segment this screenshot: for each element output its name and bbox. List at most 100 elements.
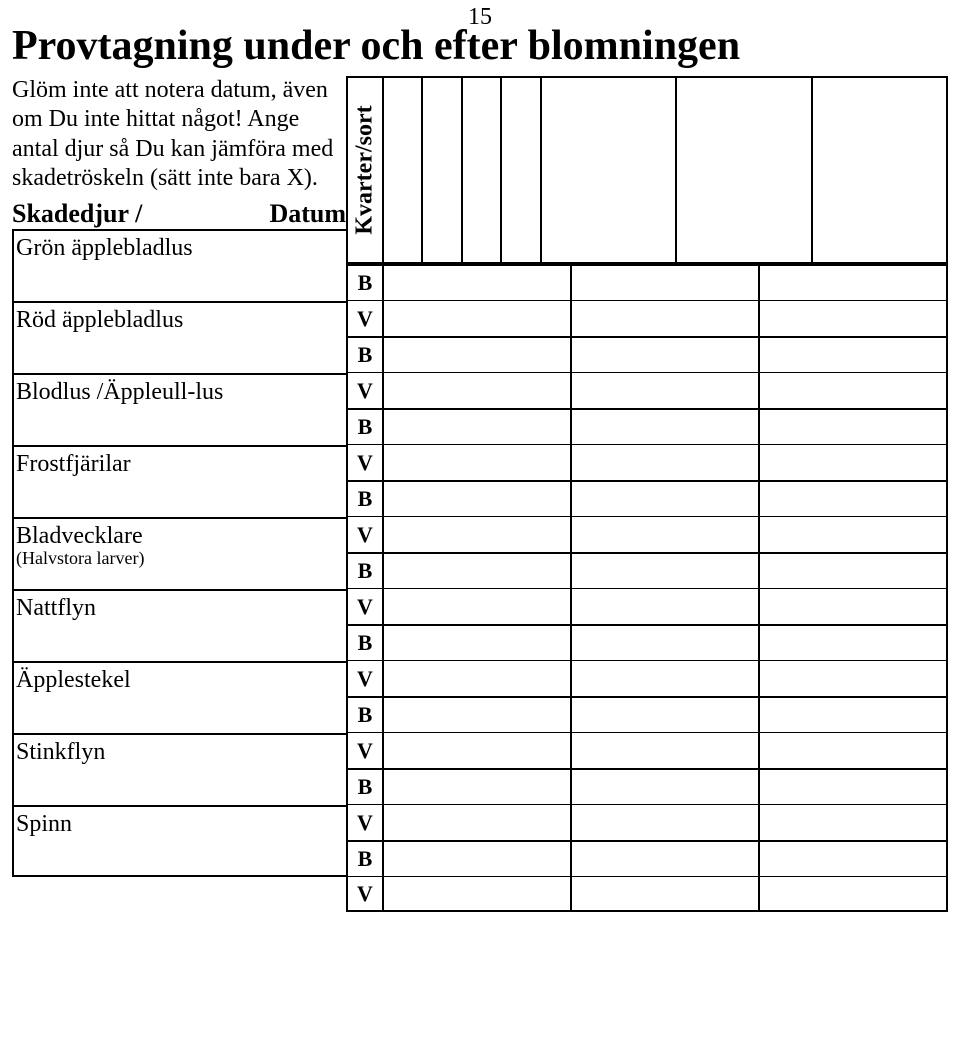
pest-block: Stinkflyn bbox=[12, 733, 346, 805]
data-cell[interactable] bbox=[572, 588, 760, 624]
data-cell[interactable] bbox=[760, 768, 948, 804]
data-cell[interactable] bbox=[572, 660, 760, 696]
data-cell[interactable] bbox=[572, 624, 760, 660]
bv-label-b: B bbox=[348, 840, 384, 876]
pest-name: Nattflyn bbox=[14, 591, 346, 661]
data-cell[interactable] bbox=[384, 660, 572, 696]
pest-block: Bladvecklare(Halvstora larver) bbox=[12, 517, 346, 589]
data-cell[interactable] bbox=[760, 840, 948, 876]
data-cell[interactable] bbox=[760, 804, 948, 840]
data-cell[interactable] bbox=[760, 408, 948, 444]
data-cell[interactable] bbox=[384, 372, 572, 408]
data-cell[interactable] bbox=[572, 876, 760, 912]
pest-block: Grön äpplebladlus bbox=[12, 229, 346, 301]
data-cell[interactable] bbox=[760, 516, 948, 552]
data-cell[interactable] bbox=[572, 444, 760, 480]
data-cell[interactable] bbox=[760, 372, 948, 408]
header-col-narrow bbox=[423, 78, 462, 262]
bv-label-b: B bbox=[348, 696, 384, 732]
data-cell[interactable] bbox=[384, 588, 572, 624]
bv-label-b: B bbox=[348, 336, 384, 372]
bv-label-v: V bbox=[348, 444, 384, 480]
data-row: B bbox=[346, 552, 948, 588]
data-cell[interactable] bbox=[572, 552, 760, 588]
header-col-wide bbox=[542, 78, 678, 262]
data-cell[interactable] bbox=[760, 300, 948, 336]
data-cell[interactable] bbox=[384, 840, 572, 876]
data-cells bbox=[384, 876, 948, 912]
data-cell[interactable] bbox=[760, 444, 948, 480]
data-row: V bbox=[346, 372, 948, 408]
data-cell[interactable] bbox=[760, 480, 948, 516]
data-cell[interactable] bbox=[384, 480, 572, 516]
data-cell[interactable] bbox=[384, 516, 572, 552]
data-cell[interactable] bbox=[384, 768, 572, 804]
data-cells bbox=[384, 588, 948, 624]
data-cell[interactable] bbox=[384, 444, 572, 480]
header-grid: Kvarter/sort bbox=[346, 76, 948, 264]
data-row: B bbox=[346, 480, 948, 516]
pest-subname: (Halvstora larver) bbox=[16, 549, 344, 567]
bv-label-v: V bbox=[348, 300, 384, 336]
data-row: V bbox=[346, 300, 948, 336]
data-cell[interactable] bbox=[760, 336, 948, 372]
data-row: B bbox=[346, 408, 948, 444]
data-row: V bbox=[346, 444, 948, 480]
data-cell[interactable] bbox=[384, 300, 572, 336]
data-cell[interactable] bbox=[384, 408, 572, 444]
data-row: V bbox=[346, 732, 948, 768]
data-cell[interactable] bbox=[384, 804, 572, 840]
data-cell[interactable] bbox=[760, 624, 948, 660]
data-cell[interactable] bbox=[572, 516, 760, 552]
bv-label-b: B bbox=[348, 264, 384, 300]
data-cell[interactable] bbox=[572, 372, 760, 408]
header-col-narrow bbox=[502, 78, 541, 262]
data-row: B bbox=[346, 840, 948, 876]
data-cell[interactable] bbox=[384, 552, 572, 588]
data-cell[interactable] bbox=[572, 696, 760, 732]
data-cell[interactable] bbox=[760, 552, 948, 588]
data-cell[interactable] bbox=[760, 732, 948, 768]
row-header-left: Skadedjur / bbox=[12, 199, 142, 229]
data-cell[interactable] bbox=[384, 696, 572, 732]
data-cell[interactable] bbox=[572, 732, 760, 768]
data-cells bbox=[384, 480, 948, 516]
data-cells bbox=[384, 840, 948, 876]
data-cell[interactable] bbox=[760, 264, 948, 300]
data-grid: BVBVBVBVBVBVBVBVBV bbox=[346, 264, 948, 912]
data-cell[interactable] bbox=[760, 876, 948, 912]
header-col-narrow bbox=[463, 78, 502, 262]
data-cells bbox=[384, 660, 948, 696]
bv-label-v: V bbox=[348, 660, 384, 696]
data-row: V bbox=[346, 516, 948, 552]
pest-name: Spinn bbox=[14, 807, 346, 875]
data-cells bbox=[384, 408, 948, 444]
data-cell[interactable] bbox=[572, 408, 760, 444]
data-cell[interactable] bbox=[384, 624, 572, 660]
data-cell[interactable] bbox=[572, 336, 760, 372]
pest-name: Frostfjärilar bbox=[14, 447, 346, 517]
bv-label-b: B bbox=[348, 768, 384, 804]
data-cell[interactable] bbox=[760, 588, 948, 624]
bv-label-v: V bbox=[348, 732, 384, 768]
data-cell[interactable] bbox=[572, 300, 760, 336]
data-cell[interactable] bbox=[384, 876, 572, 912]
data-cell[interactable] bbox=[572, 480, 760, 516]
data-row: V bbox=[346, 660, 948, 696]
data-cell[interactable] bbox=[572, 804, 760, 840]
data-cell[interactable] bbox=[760, 696, 948, 732]
data-cell[interactable] bbox=[760, 660, 948, 696]
data-cells bbox=[384, 444, 948, 480]
data-cell[interactable] bbox=[572, 840, 760, 876]
data-cell[interactable] bbox=[384, 336, 572, 372]
data-cell[interactable] bbox=[572, 264, 760, 300]
pest-list: Grön äpplebladlusRöd äpplebladlusBlodlus… bbox=[12, 229, 346, 877]
bv-label-b: B bbox=[348, 408, 384, 444]
data-cell[interactable] bbox=[572, 768, 760, 804]
data-cell[interactable] bbox=[384, 732, 572, 768]
bv-label-b: B bbox=[348, 624, 384, 660]
data-cell[interactable] bbox=[384, 264, 572, 300]
data-cells bbox=[384, 516, 948, 552]
data-cells bbox=[384, 264, 948, 300]
data-row: B bbox=[346, 768, 948, 804]
